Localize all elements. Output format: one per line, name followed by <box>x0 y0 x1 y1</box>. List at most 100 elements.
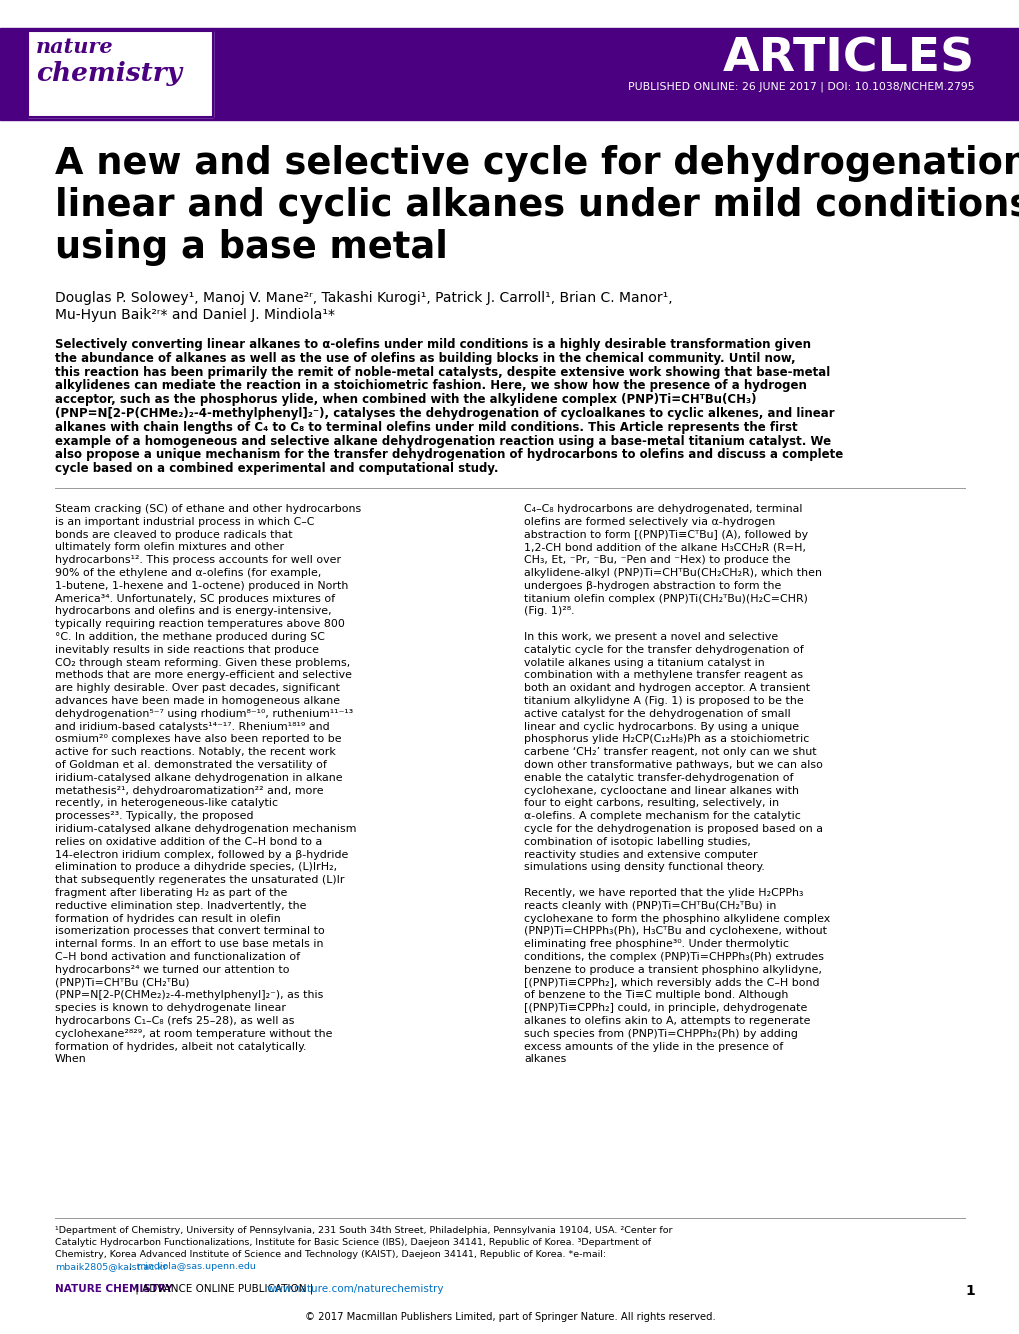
Text: active for such reactions. Notably, the recent work: active for such reactions. Notably, the … <box>55 747 335 758</box>
Text: cyclohexane, cyclooctane and linear alkanes with: cyclohexane, cyclooctane and linear alka… <box>524 786 798 795</box>
Text: CH₃, Et, ⁻Pr, ⁻Bu, ⁻Pen and ⁻Hex) to produce the: CH₃, Et, ⁻Pr, ⁻Bu, ⁻Pen and ⁻Hex) to pro… <box>524 555 790 566</box>
Text: mindiola@sas.upenn.edu: mindiola@sas.upenn.edu <box>137 1262 256 1271</box>
Text: Selectively converting linear alkanes to α-olefins under mild conditions is a hi: Selectively converting linear alkanes to… <box>55 338 810 351</box>
Text: processes²³. Typically, the proposed: processes²³. Typically, the proposed <box>55 811 254 822</box>
Text: ;: ; <box>129 1262 136 1271</box>
Text: C–H bond activation and functionalization of: C–H bond activation and functionalizatio… <box>55 952 300 962</box>
Text: is an important industrial process in which C–C: is an important industrial process in wh… <box>55 516 314 527</box>
Text: down other transformative pathways, but we can also: down other transformative pathways, but … <box>524 760 822 770</box>
Text: benzene to produce a transient phosphino alkylidyne,: benzene to produce a transient phosphino… <box>524 964 821 975</box>
Text: also propose a unique mechanism for the transfer dehydrogenation of hydrocarbons: also propose a unique mechanism for the … <box>55 448 843 462</box>
Text: [(PNP)Ti≡CPPh₂], which reversibly adds the C–H bond: [(PNP)Ti≡CPPh₂], which reversibly adds t… <box>524 978 818 987</box>
Text: typically requiring reaction temperatures above 800: typically requiring reaction temperature… <box>55 619 344 630</box>
Text: combination of isotopic labelling studies,: combination of isotopic labelling studie… <box>524 836 750 847</box>
Text: (Fig. 1)²⁸.: (Fig. 1)²⁸. <box>524 607 574 616</box>
Text: using a base metal: using a base metal <box>55 229 447 265</box>
Text: are highly desirable. Over past decades, significant: are highly desirable. Over past decades,… <box>55 683 339 694</box>
Text: elimination to produce a dihydride species, (L)IrH₂,: elimination to produce a dihydride speci… <box>55 862 337 872</box>
Text: titanium olefin complex (PNP)Ti(CH₂ᵀBu)(H₂C=CHR): titanium olefin complex (PNP)Ti(CH₂ᵀBu)(… <box>524 594 807 603</box>
Text: hydrocarbons²⁴ we turned our attention to: hydrocarbons²⁴ we turned our attention t… <box>55 964 289 975</box>
Text: formation of hydrides can result in olefin: formation of hydrides can result in olef… <box>55 914 280 923</box>
Text: mbaik2805@kaist.ac.kr: mbaik2805@kaist.ac.kr <box>55 1262 167 1271</box>
Text: phosphorus ylide H₂CP(C₁₂H₈)Ph as a stoichiometric: phosphorus ylide H₂CP(C₁₂H₈)Ph as a stoi… <box>524 735 809 744</box>
Text: linear and cyclic hydrocarbons. By using a unique: linear and cyclic hydrocarbons. By using… <box>524 722 798 731</box>
Text: of Goldman et al. demonstrated the versatility of: of Goldman et al. demonstrated the versa… <box>55 760 326 770</box>
Text: alkylidenes can mediate the reaction in a stoichiometric fashion. Here, we show : alkylidenes can mediate the reaction in … <box>55 379 806 392</box>
Text: undergoes β-hydrogen abstraction to form the: undergoes β-hydrogen abstraction to form… <box>524 580 781 591</box>
Text: this reaction has been primarily the remit of noble-metal catalysts, despite ext: this reaction has been primarily the rem… <box>55 366 829 379</box>
Bar <box>0 28 1019 120</box>
Text: α-olefins. A complete mechanism for the catalytic: α-olefins. A complete mechanism for the … <box>524 811 800 822</box>
Text: A new and selective cycle for dehydrogenation of: A new and selective cycle for dehydrogen… <box>55 145 1019 181</box>
Text: PUBLISHED ONLINE: 26 JUNE 2017 | DOI: 10.1038/NCHEM.2795: PUBLISHED ONLINE: 26 JUNE 2017 | DOI: 10… <box>628 81 974 92</box>
Text: internal forms. In an effort to use base metals in: internal forms. In an effort to use base… <box>55 939 323 950</box>
Text: chemistry: chemistry <box>36 61 181 85</box>
Text: hydrocarbons¹². This process accounts for well over: hydrocarbons¹². This process accounts fo… <box>55 555 340 566</box>
Text: ultimately form olefin mixtures and other: ultimately form olefin mixtures and othe… <box>55 543 284 552</box>
Text: dehydrogenation⁵⁻⁷ using rhodium⁸⁻¹⁰, ruthenium¹¹⁻¹³: dehydrogenation⁵⁻⁷ using rhodium⁸⁻¹⁰, ru… <box>55 708 353 719</box>
Text: alkanes: alkanes <box>524 1054 566 1065</box>
Text: carbene ‘CH₂’ transfer reagent, not only can we shut: carbene ‘CH₂’ transfer reagent, not only… <box>524 747 816 758</box>
Text: example of a homogeneous and selective alkane dehydrogenation reaction using a b: example of a homogeneous and selective a… <box>55 435 830 448</box>
Text: 90% of the ethylene and α-olefins (for example,: 90% of the ethylene and α-olefins (for e… <box>55 568 321 578</box>
Text: alkanes to olefins akin to A, attempts to regenerate: alkanes to olefins akin to A, attempts t… <box>524 1017 810 1026</box>
Text: relies on oxidative addition of the C–H bond to a: relies on oxidative addition of the C–H … <box>55 836 322 847</box>
Bar <box>28 31 213 117</box>
Text: In this work, we present a novel and selective: In this work, we present a novel and sel… <box>524 632 777 642</box>
Text: excess amounts of the ylide in the presence of: excess amounts of the ylide in the prese… <box>524 1042 783 1051</box>
Text: °C. In addition, the methane produced during SC: °C. In addition, the methane produced du… <box>55 632 325 642</box>
Text: simulations using density functional theory.: simulations using density functional the… <box>524 862 764 872</box>
Text: advances have been made in homogeneous alkane: advances have been made in homogeneous a… <box>55 696 339 706</box>
Text: of benzene to the Ti≡C multiple bond. Although: of benzene to the Ti≡C multiple bond. Al… <box>524 990 788 1000</box>
Text: that subsequently regenerates the unsaturated (L)Ir: that subsequently regenerates the unsatu… <box>55 875 344 886</box>
Text: conditions, the complex (PNP)Ti=CHPPh₃(Ph) extrudes: conditions, the complex (PNP)Ti=CHPPh₃(P… <box>524 952 823 962</box>
Text: four to eight carbons, resulting, selectively, in: four to eight carbons, resulting, select… <box>524 799 779 808</box>
Text: © 2017 Macmillan Publishers Limited, part of Springer Nature. All rights reserve: © 2017 Macmillan Publishers Limited, par… <box>305 1313 714 1322</box>
Text: catalytic cycle for the transfer dehydrogenation of: catalytic cycle for the transfer dehydro… <box>524 644 803 655</box>
Text: and iridium-based catalysts¹⁴⁻¹⁷. Rhenium¹⁸¹⁹ and: and iridium-based catalysts¹⁴⁻¹⁷. Rheniu… <box>55 722 329 731</box>
Text: titanium alkylidyne A (Fig. 1) is proposed to be the: titanium alkylidyne A (Fig. 1) is propos… <box>524 696 803 706</box>
Text: alkylidene-alkyl (PNP)Ti=CHᵀBu(CH₂CH₂R), which then: alkylidene-alkyl (PNP)Ti=CHᵀBu(CH₂CH₂R),… <box>524 568 821 578</box>
Text: reacts cleanly with (PNP)Ti=CHᵀBu(CH₂ᵀBu) in: reacts cleanly with (PNP)Ti=CHᵀBu(CH₂ᵀBu… <box>524 900 775 911</box>
Text: Catalytic Hydrocarbon Functionalizations, Institute for Basic Science (IBS), Dae: Catalytic Hydrocarbon Functionalizations… <box>55 1238 650 1247</box>
Text: (PNP=N[2-P(CHMe₂)₂-4-methylphenyl]₂⁻), as this: (PNP=N[2-P(CHMe₂)₂-4-methylphenyl]₂⁻), a… <box>55 990 323 1000</box>
Text: species is known to dehydrogenate linear: species is known to dehydrogenate linear <box>55 1003 285 1014</box>
Text: hydrocarbons C₁–C₈ (refs 25–28), as well as: hydrocarbons C₁–C₈ (refs 25–28), as well… <box>55 1017 294 1026</box>
Text: 14-electron iridium complex, followed by a β-hydride: 14-electron iridium complex, followed by… <box>55 850 348 859</box>
Text: cyclohexane²⁸²⁹, at room temperature without the: cyclohexane²⁸²⁹, at room temperature wit… <box>55 1029 332 1039</box>
Text: enable the catalytic transfer-dehydrogenation of: enable the catalytic transfer-dehydrogen… <box>524 772 793 783</box>
Text: acceptor, such as the phosphorus ylide, when combined with the alkylidene comple: acceptor, such as the phosphorus ylide, … <box>55 394 756 406</box>
Text: isomerization processes that convert terminal to: isomerization processes that convert ter… <box>55 926 324 936</box>
Text: iridium-catalysed alkane dehydrogenation in alkane: iridium-catalysed alkane dehydrogenation… <box>55 772 342 783</box>
Text: inevitably results in side reactions that produce: inevitably results in side reactions tha… <box>55 644 319 655</box>
Text: the abundance of alkanes as well as the use of olefins as building blocks in the: the abundance of alkanes as well as the … <box>55 352 795 364</box>
Text: ¹Department of Chemistry, University of Pennsylvania, 231 South 34th Street, Phi: ¹Department of Chemistry, University of … <box>55 1226 672 1235</box>
Text: (PNP)Ti=CHPPh₃(Ph), H₃CᵀBu and cyclohexene, without: (PNP)Ti=CHPPh₃(Ph), H₃CᵀBu and cyclohexe… <box>524 926 826 936</box>
Text: 1,2-CH bond addition of the alkane H₃CCH₂R (R=H,: 1,2-CH bond addition of the alkane H₃CCH… <box>524 543 805 552</box>
Text: NATURE CHEMISTRY: NATURE CHEMISTRY <box>55 1285 172 1294</box>
Text: | ADVANCE ONLINE PUBLICATION |: | ADVANCE ONLINE PUBLICATION | <box>131 1285 316 1294</box>
Text: Steam cracking (SC) of ethane and other hydrocarbons: Steam cracking (SC) of ethane and other … <box>55 504 361 514</box>
Text: methods that are more energy-efficient and selective: methods that are more energy-efficient a… <box>55 671 352 680</box>
Text: abstraction to form [(PNP)Ti≡CᵀBu] (A), followed by: abstraction to form [(PNP)Ti≡CᵀBu] (A), … <box>524 530 807 539</box>
Text: alkanes with chain lengths of C₄ to C₈ to terminal olefins under mild conditions: alkanes with chain lengths of C₄ to C₈ t… <box>55 420 797 434</box>
Text: formation of hydrides, albeit not catalytically.: formation of hydrides, albeit not cataly… <box>55 1042 306 1051</box>
Text: (PNP)Ti=CHᵀBu (CH₂ᵀBu): (PNP)Ti=CHᵀBu (CH₂ᵀBu) <box>55 978 190 987</box>
Text: both an oxidant and hydrogen acceptor. A transient: both an oxidant and hydrogen acceptor. A… <box>524 683 809 694</box>
Text: metathesis²¹, dehydroaromatization²² and, more: metathesis²¹, dehydroaromatization²² and… <box>55 786 323 795</box>
Text: www.nature.com/naturechemistry: www.nature.com/naturechemistry <box>266 1285 443 1294</box>
Text: recently, in heterogeneous-like catalytic: recently, in heterogeneous-like catalyti… <box>55 799 278 808</box>
Text: volatile alkanes using a titanium catalyst in: volatile alkanes using a titanium cataly… <box>524 658 764 667</box>
Text: fragment after liberating H₂ as part of the: fragment after liberating H₂ as part of … <box>55 888 287 898</box>
Text: olefins are formed selectively via α-hydrogen: olefins are formed selectively via α-hyd… <box>524 516 774 527</box>
Text: cyclohexane to form the phosphino alkylidene complex: cyclohexane to form the phosphino alkyli… <box>524 914 829 923</box>
Text: reactivity studies and extensive computer: reactivity studies and extensive compute… <box>524 850 757 859</box>
Text: Recently, we have reported that the ylide H₂CPPh₃: Recently, we have reported that the ylid… <box>524 888 803 898</box>
Text: cycle based on a combined experimental and computational study.: cycle based on a combined experimental a… <box>55 462 498 475</box>
Text: active catalyst for the dehydrogenation of small: active catalyst for the dehydrogenation … <box>524 708 790 719</box>
Text: Chemistry, Korea Advanced Institute of Science and Technology (KAIST), Daejeon 3: Chemistry, Korea Advanced Institute of S… <box>55 1250 605 1259</box>
Bar <box>28 31 213 117</box>
Text: America³⁴. Unfortunately, SC produces mixtures of: America³⁴. Unfortunately, SC produces mi… <box>55 594 335 603</box>
Text: bonds are cleaved to produce radicals that: bonds are cleaved to produce radicals th… <box>55 530 292 539</box>
Text: combination with a methylene transfer reagent as: combination with a methylene transfer re… <box>524 671 802 680</box>
